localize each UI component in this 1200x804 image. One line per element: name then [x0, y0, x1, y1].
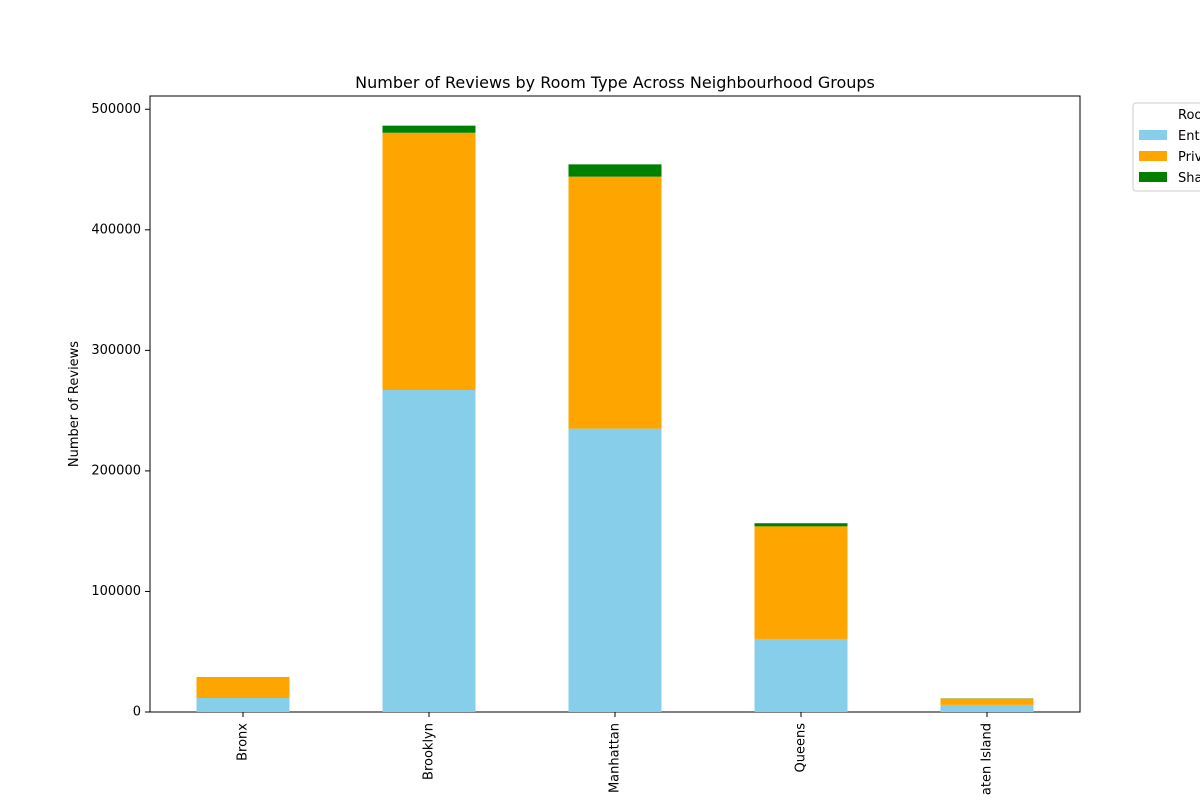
- legend-label: Priv: [1178, 150, 1200, 165]
- bar-segment: [941, 699, 1034, 705]
- x-axis: Bronx Brooklyn Manhattan Queens aten Island: [236, 712, 995, 795]
- y-tick-label: 100000: [91, 584, 141, 599]
- x-tick-label: aten Island: [980, 723, 995, 795]
- bar-segment: [569, 429, 662, 712]
- bar-segment: [941, 705, 1034, 712]
- legend: Roo Ent Priv Sha: [1133, 103, 1200, 191]
- x-tick-label: Queens: [794, 723, 809, 773]
- legend-swatch: [1139, 151, 1167, 161]
- x-tick-label: Manhattan: [608, 723, 623, 793]
- x-tick-label: Brooklyn: [422, 723, 437, 780]
- bar-segment: [569, 177, 662, 429]
- y-tick-label: 0: [133, 705, 141, 720]
- y-tick-label: 200000: [91, 463, 141, 478]
- y-tick-label: 400000: [91, 222, 141, 237]
- y-axis-label: Number of Reviews: [67, 341, 82, 467]
- bar-segment: [755, 526, 848, 639]
- legend-swatch: [1139, 130, 1167, 140]
- legend-swatch: [1139, 172, 1167, 182]
- bar-segment: [755, 523, 848, 526]
- bar-segment: [569, 164, 662, 176]
- y-axis: 0 100000 200000 300000 400000 500000: [91, 102, 150, 720]
- legend-title: Roo: [1178, 108, 1200, 123]
- y-tick-label: 300000: [91, 343, 141, 358]
- legend-label: Sha: [1178, 171, 1200, 186]
- chart-title: Number of Reviews by Room Type Across Ne…: [355, 73, 875, 92]
- x-tick-label: Bronx: [236, 723, 251, 761]
- bars-layer: [197, 126, 1034, 712]
- legend-label: Ent: [1178, 129, 1200, 144]
- bar-segment: [383, 133, 476, 390]
- bar-segment: [383, 126, 476, 133]
- y-tick-label: 500000: [91, 102, 141, 117]
- bar-segment: [197, 698, 290, 712]
- bar-segment: [755, 639, 848, 712]
- bar-segment: [383, 390, 476, 712]
- bar-segment: [197, 678, 290, 698]
